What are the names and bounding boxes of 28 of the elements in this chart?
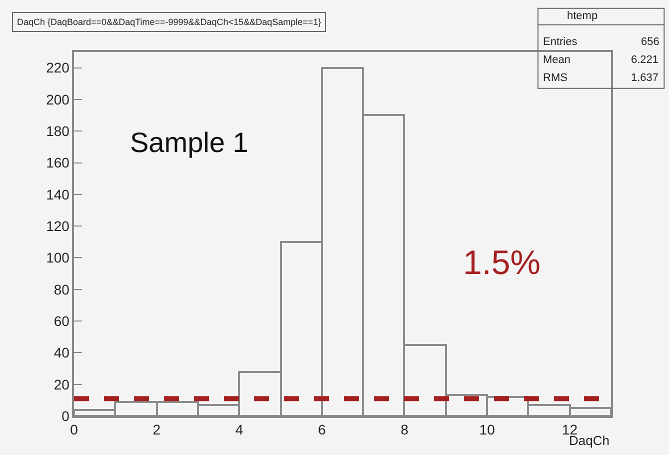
x-tick-label: 6 bbox=[318, 422, 326, 438]
y-tick-label: 0 bbox=[62, 408, 70, 424]
y-tick-label: 100 bbox=[46, 250, 70, 266]
y-tick-label: 220 bbox=[46, 60, 70, 76]
annotation: 1.5% bbox=[463, 244, 540, 282]
x-axis-title: DaqCh bbox=[569, 433, 610, 448]
y-tick-label: 160 bbox=[46, 154, 70, 171]
x-tick-label: 8 bbox=[400, 422, 409, 438]
text: htemp bbox=[567, 10, 598, 22]
y-tick-label: 120 bbox=[46, 218, 70, 234]
annotation: Sample 1 bbox=[130, 127, 248, 158]
y-tick-label: 140 bbox=[46, 186, 70, 202]
x-tick-label: 2 bbox=[152, 422, 161, 438]
annotation: RMS bbox=[543, 72, 568, 84]
x-tick-label: 4 bbox=[235, 422, 244, 438]
y-tick-label: 60 bbox=[54, 312, 70, 329]
annotation: Mean bbox=[543, 54, 571, 66]
y-tick-label: 20 bbox=[54, 376, 70, 392]
x-tick-label: 10 bbox=[479, 422, 496, 438]
y-tick-label: 40 bbox=[54, 344, 70, 361]
y-tick-label: 180 bbox=[46, 123, 70, 140]
y-tick-label: 80 bbox=[54, 281, 70, 298]
text: 6.221 bbox=[631, 54, 659, 66]
text: Entries bbox=[543, 36, 578, 48]
text: 1.637 bbox=[631, 72, 659, 84]
chart-title: DaqCh {DaqBoard==0&&DaqTime==-9999&&DaqCh<15&&DaqSample==1} bbox=[17, 17, 322, 27]
y-tick-label: 200 bbox=[46, 91, 70, 108]
text: 656 bbox=[641, 36, 660, 48]
